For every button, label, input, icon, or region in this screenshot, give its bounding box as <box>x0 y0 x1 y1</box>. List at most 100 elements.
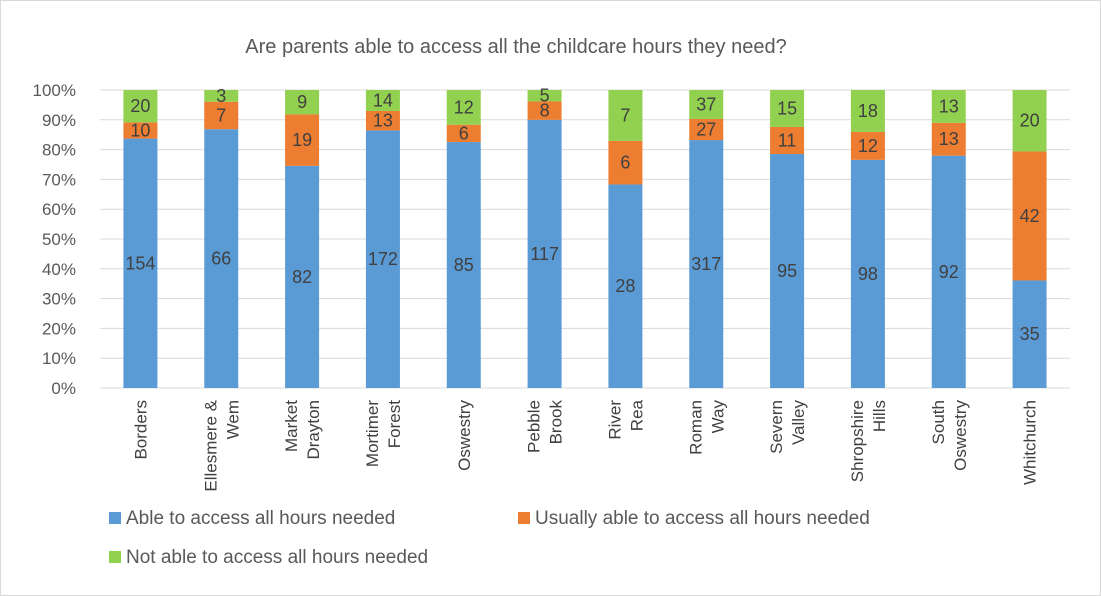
data-label: 117 <box>530 244 559 264</box>
data-label: 92 <box>939 262 959 282</box>
x-category-label: Way <box>708 400 727 434</box>
x-category-label: Severn <box>767 400 786 454</box>
data-label: 6 <box>620 153 630 173</box>
data-label: 9 <box>297 92 307 112</box>
data-label: 95 <box>777 261 797 281</box>
x-category-label: Oswestry <box>455 400 474 471</box>
y-tick-label: 70% <box>42 170 76 189</box>
bar-segment <box>1012 90 1047 152</box>
data-label: 317 <box>691 254 721 274</box>
bar-segment <box>285 165 320 388</box>
bar-segment <box>689 90 724 119</box>
data-label: 12 <box>454 97 474 117</box>
bar-segment <box>850 90 885 132</box>
x-category-label: South <box>929 400 948 444</box>
legend-label: Not able to access all hours needed <box>126 547 428 568</box>
bar-segment <box>689 140 724 388</box>
data-label: 82 <box>292 267 312 287</box>
bar-segment <box>527 101 562 120</box>
data-label: 42 <box>1020 206 1040 226</box>
bar-segment <box>770 90 805 127</box>
data-label: 3 <box>216 86 226 106</box>
bar-segment <box>850 131 885 160</box>
bar-segment <box>285 114 320 166</box>
bar-segment <box>204 129 239 389</box>
data-label: 7 <box>216 105 226 125</box>
x-category-label: Ellesmere & <box>201 399 220 491</box>
y-tick-label: 30% <box>42 290 76 309</box>
legend-swatch <box>109 551 121 563</box>
data-label: 35 <box>1020 324 1040 344</box>
chart-title: Are parents able to access all the child… <box>245 36 786 58</box>
y-tick-label: 100% <box>33 81 76 100</box>
data-label: 5 <box>540 86 550 106</box>
data-label: 154 <box>125 253 155 273</box>
bar-segment <box>204 90 239 102</box>
x-category-label: Market <box>282 400 301 452</box>
bar-segment <box>770 154 805 388</box>
bar-segment <box>365 110 400 131</box>
bar-segment <box>931 90 966 123</box>
x-category-label: Drayton <box>304 400 323 460</box>
data-label: 98 <box>858 264 878 284</box>
data-label: 15 <box>777 98 797 118</box>
data-label: 11 <box>778 130 797 150</box>
legend-swatch <box>518 512 530 524</box>
bar-segment <box>527 119 562 389</box>
legend-swatch <box>109 512 121 524</box>
x-category-label: Oswestry <box>951 400 970 471</box>
data-label: 66 <box>211 249 231 269</box>
data-label: 28 <box>615 276 635 296</box>
bar-segment <box>608 140 643 185</box>
x-category-label: Whitchurch <box>1021 400 1040 485</box>
x-category-label: Pebble <box>525 400 544 453</box>
y-tick-label: 20% <box>42 319 76 338</box>
y-tick-label: 50% <box>42 230 76 249</box>
bar-segment <box>365 130 400 388</box>
bar-segment <box>446 124 481 143</box>
bar-segment <box>446 90 481 125</box>
data-label: 85 <box>454 255 474 275</box>
x-category-label: Borders <box>131 400 150 460</box>
data-label: 7 <box>620 105 630 125</box>
y-tick-label: 60% <box>42 200 76 219</box>
bar-segment <box>770 126 805 155</box>
x-category-label: Wem <box>223 400 242 439</box>
bar-segment <box>608 90 643 141</box>
bar-segment <box>365 90 400 111</box>
data-label: 12 <box>858 136 878 156</box>
y-tick-label: 10% <box>42 349 76 368</box>
data-label: 20 <box>1020 111 1040 131</box>
bar-segment <box>204 101 239 130</box>
bar-segment <box>527 90 562 102</box>
bar-segment <box>608 184 643 388</box>
data-label: 27 <box>696 119 716 139</box>
data-label: 172 <box>368 249 398 269</box>
bar-segment <box>123 122 158 139</box>
bar-segment <box>850 159 885 388</box>
x-category-label: Valley <box>789 400 808 446</box>
data-label: 20 <box>130 96 150 116</box>
bar-segment <box>1012 280 1047 388</box>
data-label: 14 <box>373 90 393 110</box>
legend-label: Able to access all hours needed <box>126 508 395 529</box>
x-category-label: Hills <box>870 400 889 432</box>
y-tick-label: 40% <box>42 260 76 279</box>
data-label: 6 <box>459 123 469 143</box>
bar-segment <box>1012 151 1047 281</box>
bar-segment <box>123 90 158 123</box>
x-category-label: Roman <box>686 400 705 455</box>
x-category-label: Rea <box>627 399 646 431</box>
x-category-label: Brook <box>547 400 566 445</box>
legend-label: Usually able to access all hours needed <box>535 508 870 529</box>
bar-segment <box>446 142 481 388</box>
x-category-label: Mortimer <box>363 400 382 467</box>
data-label: 13 <box>939 96 959 116</box>
bar-segment <box>285 90 320 115</box>
data-label: 13 <box>939 129 959 149</box>
bar-segment <box>931 155 966 388</box>
data-label: 37 <box>696 94 716 114</box>
data-label: 8 <box>540 101 550 121</box>
x-category-label: Shropshire <box>848 400 867 482</box>
